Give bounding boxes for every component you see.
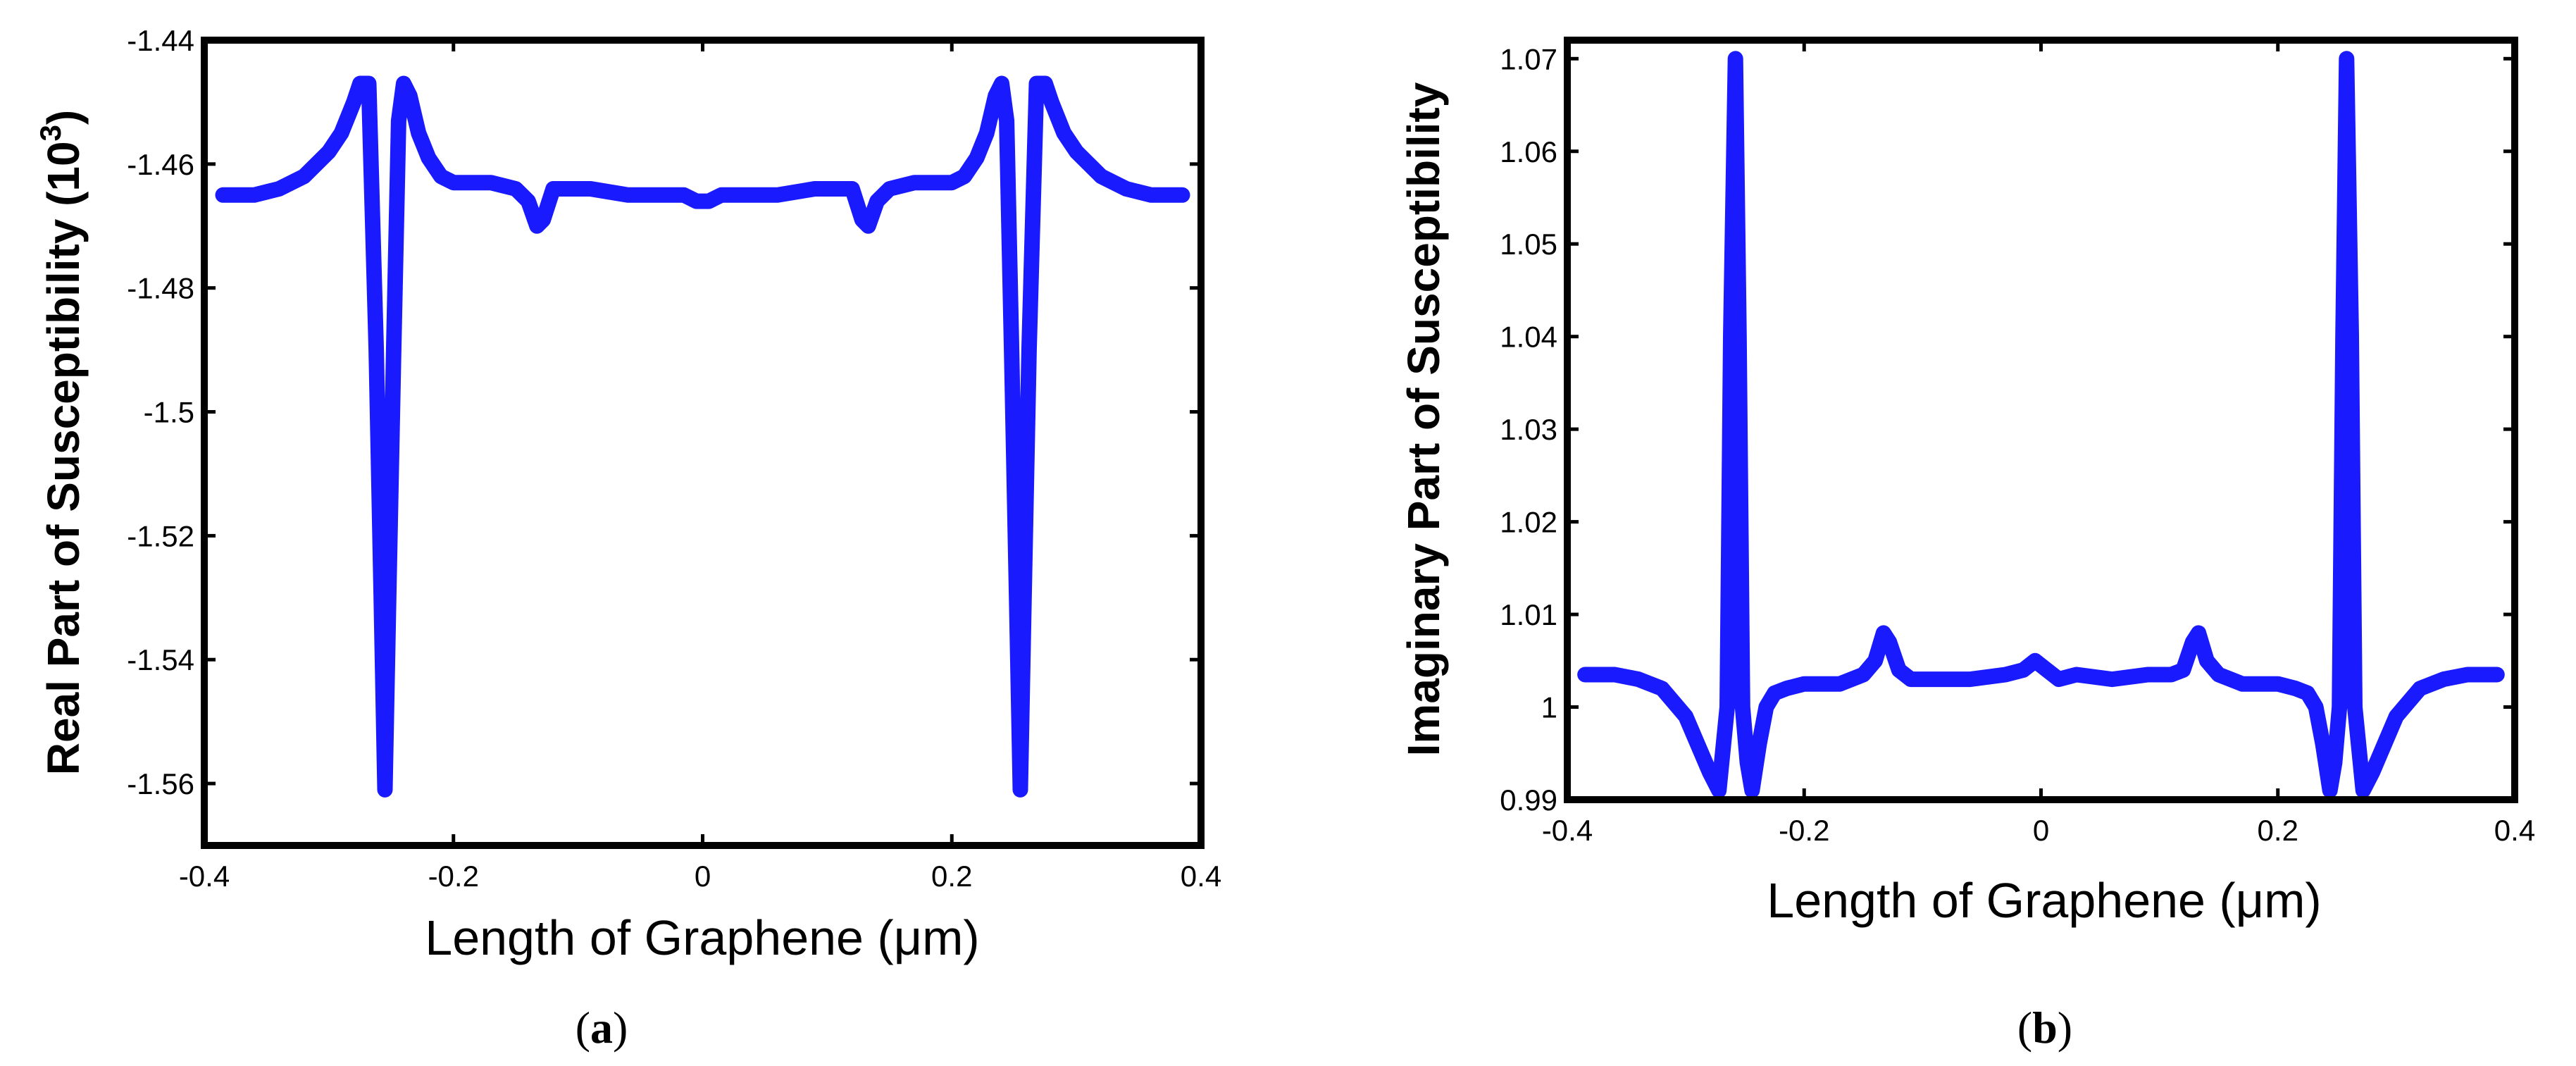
x-tick-label: 0.2 xyxy=(2258,814,2298,847)
x-tick-label: -0.2 xyxy=(428,860,479,893)
panel-b: -0.4 -0.2 0 0.2 0.4 0.99 1 1.01 1.02 1.03 1.04 1.05… xyxy=(1398,37,2535,1053)
x-tick-label: -0.4 xyxy=(179,860,230,893)
y-tick-label: 1.03 xyxy=(1500,413,1557,446)
x-tick-label: 0 xyxy=(2033,814,2049,847)
plot-area-b xyxy=(1577,51,2505,798)
ticks-b: -0.4 -0.2 0 0.2 0.4 0.99 1 1.01 1.02 1.03 1.04 1.05… xyxy=(1500,40,2535,847)
x-tick-label: -0.4 xyxy=(1542,814,1593,847)
caption-b: (b) xyxy=(2017,1003,2072,1053)
y-tick-label: -1.46 xyxy=(127,148,194,181)
plot-frame-a xyxy=(201,37,1205,849)
plot-frame-b xyxy=(1564,37,2518,803)
caption-a: (a) xyxy=(575,1003,628,1053)
plot-area-a xyxy=(215,75,1190,798)
y-tick-label: 1.06 xyxy=(1500,135,1557,168)
x-tick-label: 0.4 xyxy=(2494,814,2535,847)
x-tick-label: 0.2 xyxy=(931,860,972,893)
y-tick-label: 1.05 xyxy=(1500,228,1557,261)
y-tick-label: 1.07 xyxy=(1500,42,1557,75)
y-tick-label: -1.54 xyxy=(127,643,194,676)
y-tick-label: -1.48 xyxy=(127,272,194,305)
x-tick-label: -0.2 xyxy=(1779,814,1829,847)
y-tick-label: -1.44 xyxy=(127,24,194,57)
y-tick-label: -1.56 xyxy=(127,767,194,800)
series-line-imaginary xyxy=(1577,51,2505,798)
x-tick-label: 0.4 xyxy=(1181,860,1221,893)
x-axis-title-b: Length of Graphene (μm) xyxy=(1767,873,2321,928)
y-tick-label: 1 xyxy=(1541,691,1557,724)
y-tick-label: 1.02 xyxy=(1500,506,1557,539)
x-tick-label: 0 xyxy=(695,860,711,893)
y-tick-label: 1.04 xyxy=(1500,321,1557,354)
series-line-real xyxy=(215,75,1190,798)
y-tick-label: 0.99 xyxy=(1500,783,1557,817)
y-tick-label: 1.01 xyxy=(1500,598,1557,631)
y-tick-label: -1.52 xyxy=(127,519,194,552)
x-axis-title-a: Length of Graphene (μm) xyxy=(425,910,979,965)
y-axis-title-b: Imaginary Part of Susceptibility xyxy=(1398,82,1449,756)
ticks-a: -0.4 -0.2 0 0.2 0.4 -1.56 -1.54 -1.52 -1.5 -1.48 -… xyxy=(127,24,1221,893)
y-axis-title-a: Real Part of Susceptibility (103) xyxy=(34,110,89,775)
y-tick-label: -1.5 xyxy=(144,396,194,429)
panel-a: -0.4 -0.2 0 0.2 0.4 -1.56 -1.54 -1.52 -1.5 -1.48 -… xyxy=(34,24,1221,1053)
